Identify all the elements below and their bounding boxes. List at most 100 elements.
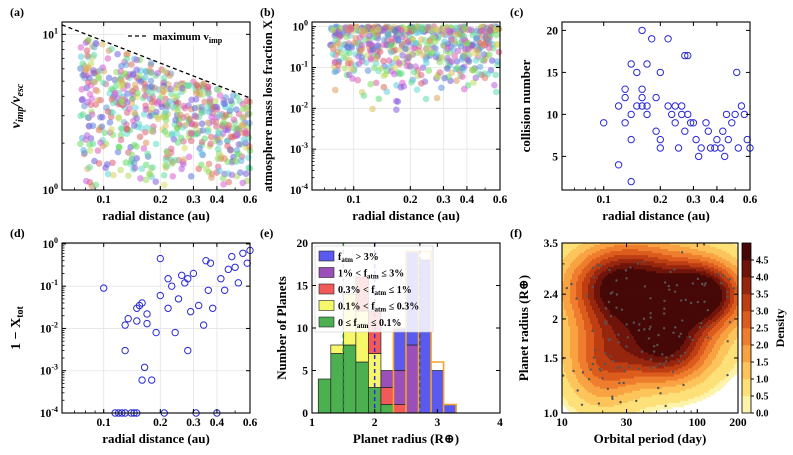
density-cell xyxy=(624,394,627,398)
density-cell xyxy=(610,396,613,400)
density-cell xyxy=(628,261,631,264)
density-cell xyxy=(564,334,567,337)
density-cell xyxy=(568,404,571,408)
density-cell xyxy=(634,364,637,367)
density-cell xyxy=(602,366,605,369)
density-cell xyxy=(570,350,573,353)
density-cell xyxy=(604,328,607,331)
density-cell xyxy=(606,247,609,250)
density-cell xyxy=(608,360,611,363)
density-cell xyxy=(612,400,615,404)
density-cell xyxy=(636,376,639,379)
density-cell xyxy=(574,289,577,292)
density-cell xyxy=(628,376,631,379)
data-point xyxy=(192,113,200,121)
density-cell xyxy=(618,400,621,404)
density-cell xyxy=(616,295,619,299)
density-cell xyxy=(632,398,635,402)
density-cell xyxy=(596,283,599,286)
data-point xyxy=(647,35,656,43)
density-cell xyxy=(626,325,629,329)
density-cell xyxy=(588,253,591,256)
density-cell xyxy=(614,319,617,323)
density-cell xyxy=(598,354,601,357)
density-cell xyxy=(566,315,569,319)
density-cell xyxy=(598,336,601,339)
data-point xyxy=(84,52,91,60)
density-cell xyxy=(614,342,617,345)
density-cell xyxy=(630,332,633,335)
density-cell xyxy=(620,368,623,371)
density-cell xyxy=(564,277,567,280)
density-cell xyxy=(576,247,579,250)
x-tick-label: 0.6 xyxy=(243,417,258,429)
data-point xyxy=(181,104,189,112)
density-cell xyxy=(592,332,595,335)
density-cell xyxy=(634,261,637,264)
density-cell xyxy=(590,243,593,246)
density-cell xyxy=(628,336,631,339)
density-cell xyxy=(572,386,575,390)
density-cell xyxy=(566,265,569,268)
density-cell xyxy=(610,372,613,375)
density-cell xyxy=(634,328,637,331)
density-cell xyxy=(562,289,565,292)
density-cell xyxy=(574,362,577,365)
density-cell xyxy=(592,299,595,303)
density-cell xyxy=(576,366,579,369)
density-cell xyxy=(638,307,641,311)
density-cell xyxy=(600,283,603,286)
density-cell xyxy=(572,408,575,412)
density-cell xyxy=(568,303,571,307)
density-cell xyxy=(610,380,613,384)
density-cell xyxy=(634,342,637,345)
density-cell xyxy=(564,380,567,384)
density-cell xyxy=(616,285,619,288)
density-cell xyxy=(630,374,633,377)
data-point xyxy=(185,82,193,89)
legend-swatch xyxy=(318,300,335,311)
data-point xyxy=(131,164,139,172)
density-cell xyxy=(612,303,615,307)
density-cell xyxy=(584,277,587,280)
density-cell xyxy=(572,309,575,313)
density-cell xyxy=(596,285,599,288)
density-cell xyxy=(592,283,595,286)
density-cell xyxy=(628,334,631,337)
density-cell xyxy=(602,348,605,351)
density-cell xyxy=(610,311,613,315)
density-cell xyxy=(602,390,605,394)
density-cell xyxy=(632,384,635,388)
density-cell xyxy=(598,388,601,392)
density-cell xyxy=(628,374,631,377)
density-cell xyxy=(582,352,585,355)
density-cell xyxy=(570,289,573,292)
density-cell xyxy=(598,328,601,331)
density-cell xyxy=(632,400,635,404)
density-cell xyxy=(590,358,593,361)
density-cell xyxy=(586,410,589,414)
density-cell xyxy=(566,350,569,353)
panel-b: 0.1 0.2 0.3 0.4 0.610-410-310-210-1100(b)rad… xyxy=(260,5,507,223)
density-cell xyxy=(580,289,583,292)
density-cell xyxy=(624,295,627,299)
data-point xyxy=(704,127,712,135)
data-point xyxy=(460,23,468,31)
density-cell xyxy=(576,364,579,367)
density-cell xyxy=(620,338,623,341)
density-cell xyxy=(580,390,583,394)
density-cell xyxy=(622,386,625,390)
density-cell xyxy=(584,346,587,349)
density-cell xyxy=(628,398,631,402)
density-cell xyxy=(566,372,569,375)
density-cell xyxy=(568,396,571,400)
density-cell xyxy=(582,362,585,365)
density-cell xyxy=(608,319,611,323)
density-cell xyxy=(598,342,601,345)
density-cell xyxy=(604,249,607,252)
density-cell xyxy=(576,281,579,284)
data-point xyxy=(198,120,206,128)
density-cell xyxy=(604,344,607,347)
density-cell xyxy=(612,372,615,375)
density-cell xyxy=(582,358,585,361)
